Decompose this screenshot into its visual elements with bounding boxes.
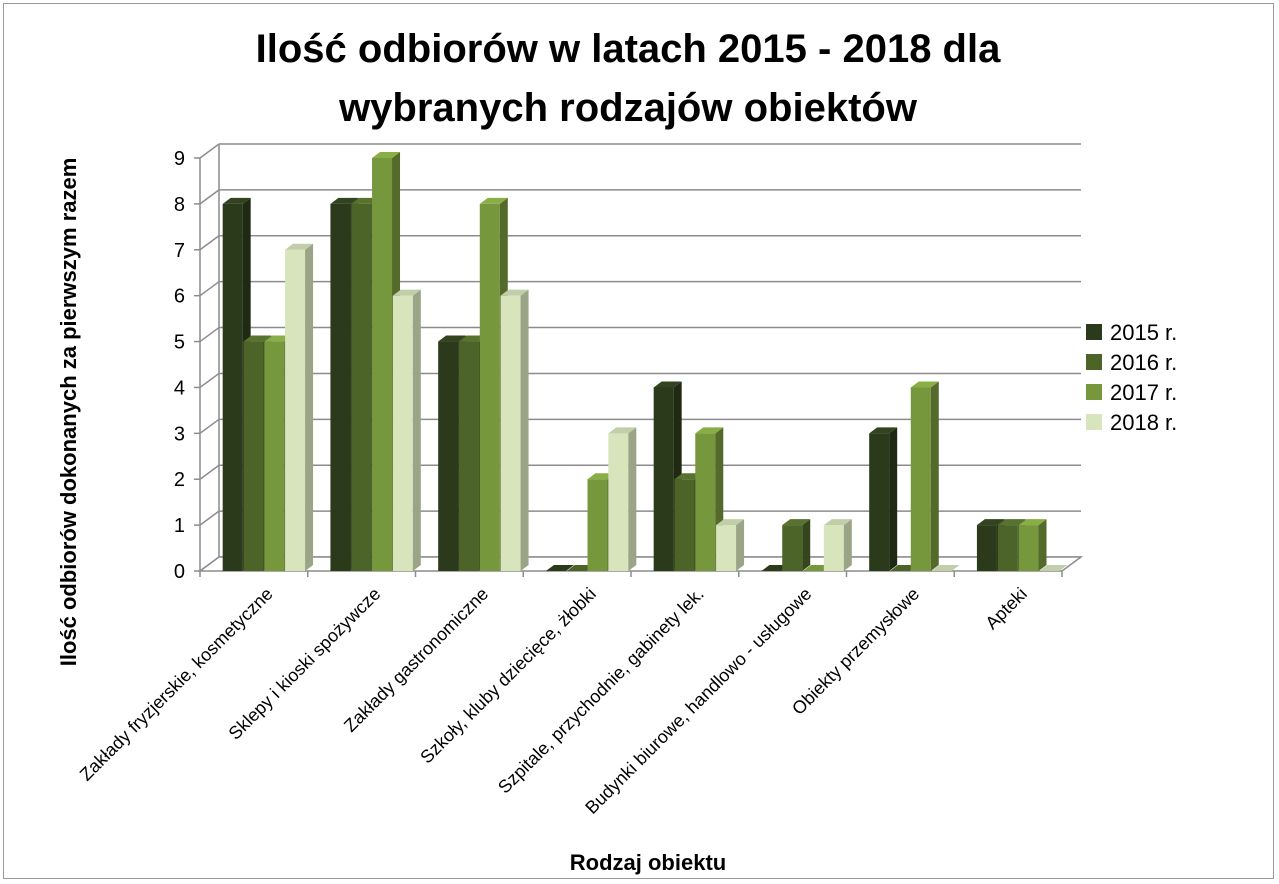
legend: 2015 r. 2016 r. 2017 r. 2018 r.: [1086, 320, 1177, 435]
legend-label: 2018 r.: [1110, 410, 1177, 435]
bar: [1039, 565, 1068, 571]
chart-title-line-1: Ilość odbiorów w latach 2015 - 2018 dla: [256, 27, 1001, 71]
y-tick-label: 5: [174, 332, 185, 354]
bar: [869, 427, 898, 571]
y-axis-title: Ilość odbiorów dokonanych za pierwszym r…: [56, 158, 81, 667]
gridline-connector: [199, 464, 220, 480]
y-tick-label: 2: [174, 469, 185, 491]
legend-label: 2017 r.: [1110, 380, 1177, 405]
gridline-connector: [199, 372, 220, 389]
gridline-connector: [199, 235, 220, 251]
bar: [608, 427, 637, 571]
legend-swatch: [1086, 384, 1102, 400]
gridline-connector: [199, 143, 220, 159]
legend-label: 2016 r.: [1110, 350, 1177, 375]
legend-label: 2015 r.: [1110, 320, 1177, 345]
y-tick-label: 6: [174, 286, 185, 308]
bars: [222, 152, 1068, 571]
bar: [285, 243, 314, 571]
bar: [931, 565, 960, 571]
gridline-connector: [199, 510, 220, 526]
bar: [392, 289, 421, 571]
bar: [545, 565, 574, 571]
x-category-label: Budynki biurowe, handlowo - usługowe: [581, 584, 815, 818]
x-category-label: Szkoły, kluby dziecięce, żłobki: [416, 584, 600, 768]
gridline-connector: [199, 326, 220, 343]
bar: [500, 289, 529, 571]
y-tick-label: 4: [174, 377, 185, 399]
bar: [1018, 519, 1047, 571]
y-tick-label: 1: [174, 515, 185, 537]
gridline-connector: [199, 189, 220, 205]
y-tick-labels: 0 1 2 3 4 5 6 7 8 9: [174, 148, 185, 583]
x-category-label: Apteki: [981, 584, 1031, 634]
chart-frame: [3, 3, 1274, 879]
legend-swatch: [1086, 414, 1102, 430]
bar: [910, 381, 939, 571]
x-axis-title: Rodzaj obiektu: [570, 850, 726, 875]
bar: [782, 519, 811, 571]
legend-swatch: [1086, 324, 1102, 340]
y-tick-label: 0: [174, 561, 185, 583]
gridline-connector: [199, 281, 220, 297]
gridline-connector: [199, 418, 220, 434]
chart-title-line-2: wybranych rodzajów obiektów: [338, 86, 918, 130]
y-tick-label: 3: [174, 423, 185, 445]
legend-swatch: [1086, 354, 1102, 370]
x-category-label: Zakłady fryzjerskie, kosmetyczne: [76, 584, 277, 785]
bar: [823, 519, 852, 571]
axes: [194, 144, 1084, 577]
y-tick-label: 8: [174, 194, 185, 216]
y-tick-label: 7: [174, 240, 185, 262]
x-category-label: Szpitale, przychodnie, gabinety lek.: [494, 584, 708, 798]
bar: [716, 519, 745, 571]
y-tick-label: 9: [174, 148, 185, 170]
